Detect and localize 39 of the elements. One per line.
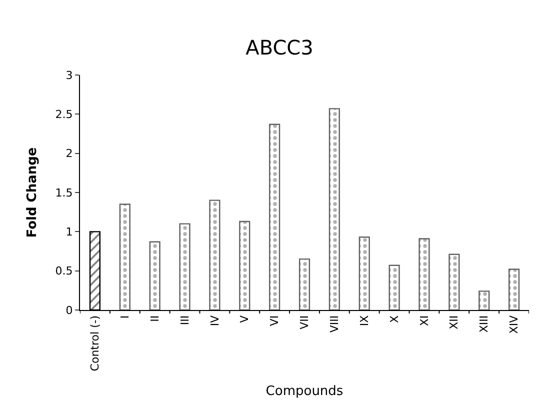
x-tick-label: III <box>178 315 192 326</box>
y-tick-label: 2 <box>66 147 73 160</box>
x-tick-label: VII <box>298 315 312 330</box>
x-tick-label: X <box>388 314 401 323</box>
y-axis-title: Fold Change <box>25 147 40 238</box>
y-tick-label: 0 <box>66 304 73 317</box>
x-tick-label: II <box>148 315 162 322</box>
x-tick-label: VIII <box>328 315 342 333</box>
x-tick-label: IV <box>208 314 222 326</box>
x-tick-label: I <box>118 315 132 319</box>
bar <box>239 220 250 310</box>
bar <box>269 124 280 310</box>
bar <box>388 264 400 310</box>
y-tick-label: 0.5 <box>55 264 73 278</box>
bar <box>358 236 370 310</box>
x-tick-label: XI <box>418 315 431 326</box>
bar <box>508 268 520 310</box>
y-tick-label: 1.5 <box>55 186 73 200</box>
bar <box>418 238 430 310</box>
x-axis-title: Compounds <box>266 384 344 399</box>
chart-title: ABCC3 <box>246 36 314 60</box>
bar <box>328 108 340 310</box>
bar <box>478 290 490 310</box>
x-tick-label: XIII <box>478 315 491 333</box>
x-tick-label: V <box>238 314 252 323</box>
bar <box>298 258 310 310</box>
x-tick-label: IX <box>358 314 371 326</box>
bar <box>179 223 190 310</box>
y-tick-label: 1 <box>66 226 73 239</box>
x-tick-label: XII <box>448 315 461 330</box>
x-tick-label: VI <box>268 315 282 326</box>
bar <box>448 254 460 310</box>
bar <box>119 204 130 310</box>
bar <box>149 241 160 310</box>
y-tick-label: 3 <box>66 68 73 82</box>
bar <box>209 200 220 310</box>
x-tick-label: Control (-) <box>88 315 102 372</box>
x-tick-label: XIV <box>508 314 521 334</box>
y-tick-label: 2.5 <box>55 108 73 122</box>
